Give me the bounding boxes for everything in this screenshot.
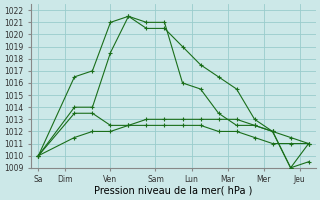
X-axis label: Pression niveau de la mer( hPa ): Pression niveau de la mer( hPa ) (94, 186, 253, 196)
